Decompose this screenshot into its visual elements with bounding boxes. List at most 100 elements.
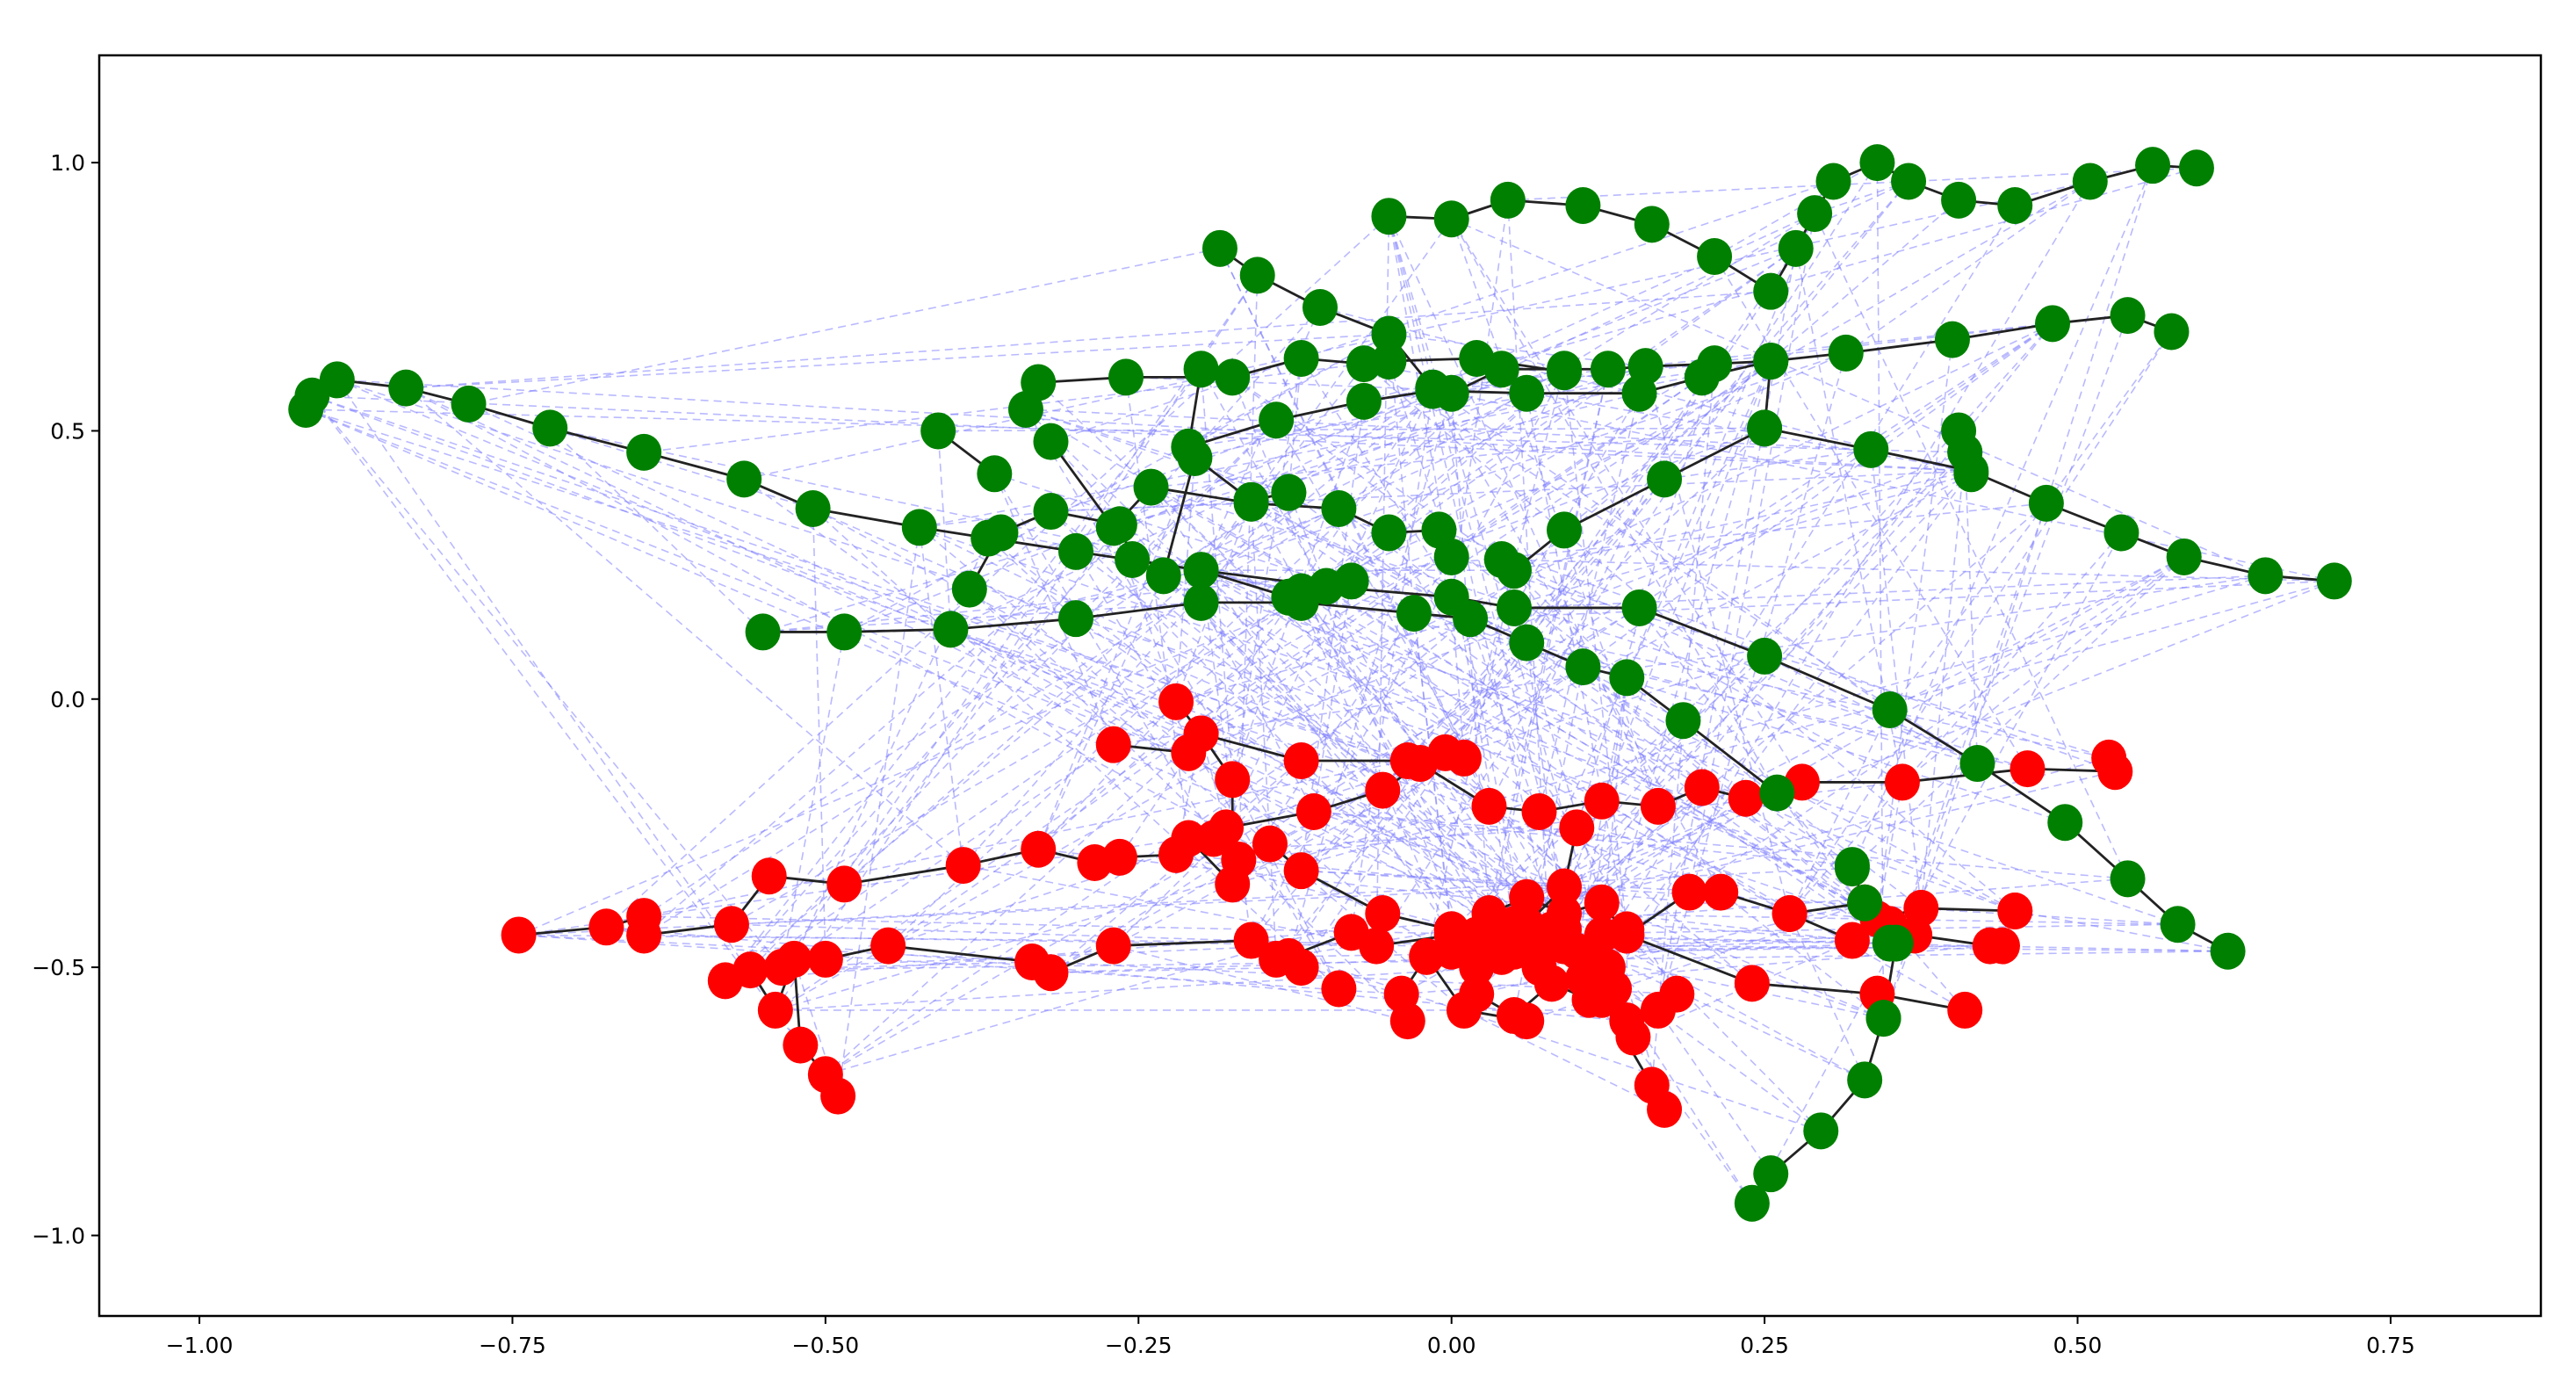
dashed-edge [1375,162,1879,947]
green-node [2047,804,2083,842]
green-node [1183,583,1219,621]
dashed-edge [1488,377,1703,807]
red-node [1252,825,1288,863]
dashed-edge [305,408,1527,925]
green-node [1433,200,1469,238]
y-axis: 1.0 0.5 0.0 −0.5 −1.0 [32,150,99,1248]
dashed-edge [644,915,1890,944]
green-node [1433,538,1469,575]
dashed-edge [1526,393,1628,930]
dashed-edge [812,508,1339,990]
solid-edge [887,944,1033,964]
red-node [1365,771,1401,809]
red-node [820,1077,856,1115]
dashed-edge [1432,387,1721,893]
green-node [795,489,831,527]
green-node [2178,149,2214,187]
red-node [1389,741,1425,779]
green-node [1496,589,1532,626]
dashed-edge [1113,757,1465,947]
red-node [807,940,843,978]
y-tick-label: 0.5 [50,418,85,444]
dashed-edge [1163,575,1790,914]
red-node [1471,911,1507,949]
dashed-edge [1876,782,1903,920]
dashed-edge [1638,607,1891,944]
dashed-edge [750,961,1033,971]
dashed-edge [1151,486,1891,925]
dashed-edge [1250,500,1277,959]
dashed-edge [1450,199,1509,597]
dashed-edge [1050,966,1302,973]
green-node [1547,353,1582,391]
red-node [1233,922,1269,959]
dashed-edge [1163,575,1591,1001]
green-node [1759,774,1795,812]
dashed-edge [1582,787,1703,979]
red-node [1547,868,1582,906]
red-node [1359,927,1395,965]
dashed-edge [993,473,1215,839]
red-node [1183,715,1219,753]
dashed-edge [1601,181,2091,1001]
dashed-edge [1363,363,1978,764]
dashed-edge [1175,371,1565,703]
solid-edge [1639,606,1765,658]
x-axis: −1.00 −0.75 −0.50 −0.25 0.00 0.25 0.50 0.75 [166,1316,2415,1358]
red-node [501,916,537,954]
dashed-edge [1901,556,2185,784]
dashed-edge [938,427,1765,432]
dashed-edge [518,602,1302,936]
red-node [763,949,799,987]
red-node [1771,895,1808,933]
dashed-edge [1025,408,1289,494]
dashed-edge [1113,944,1408,1022]
dashed-edge [793,538,989,960]
green-node [1058,600,1093,638]
dashed-edge [1113,180,2091,746]
red-node [751,857,787,895]
green-node [1847,884,1883,922]
dashed-edge [919,526,1383,914]
dashed-edge [1225,655,1765,829]
dashed-edge [1501,559,1903,784]
solid-edge [1075,601,1201,620]
red-node [1283,949,1319,987]
dashed-edge [731,923,1577,952]
dashed-edge [919,510,1051,529]
dashed-edge [1150,487,1453,936]
red-node [1597,970,1633,1008]
dashed-edge [1037,457,1196,850]
x-tick-label: 0.50 [2053,1333,2103,1358]
dashed-edge [1201,569,1865,904]
dashed-edge [1513,360,1771,925]
green-node [1747,637,1783,675]
dashed-edge [1776,792,1966,1011]
dashed-edge [825,607,1640,1075]
dashed-edge [1251,939,1822,1132]
red-node [1021,830,1057,868]
green-node [1201,229,1237,267]
green-node [1371,343,1407,380]
green-node [951,570,987,608]
dashed-edge [887,368,1503,947]
green-node [1941,181,1977,219]
x-tick-label: −0.25 [1105,1333,1173,1358]
green-node [983,514,1019,552]
green-node [1346,382,1382,420]
green-node [1509,374,1545,412]
green-node [1753,272,1789,310]
solid-edge [1764,427,1872,452]
dashed-edge [1363,363,2016,912]
red-node [1283,741,1319,779]
dashed-edge [1476,369,1609,968]
green-node [1133,468,1169,506]
dashed-edge [1601,719,1684,802]
dashed-edge [1201,352,1847,571]
green-node [388,369,424,407]
dashed-edge [1050,180,1834,443]
dashed-edge [1338,508,1891,925]
dashed-edge [2046,331,2173,504]
x-tick-label: 0.00 [1427,1333,1476,1358]
red-node [945,847,981,885]
